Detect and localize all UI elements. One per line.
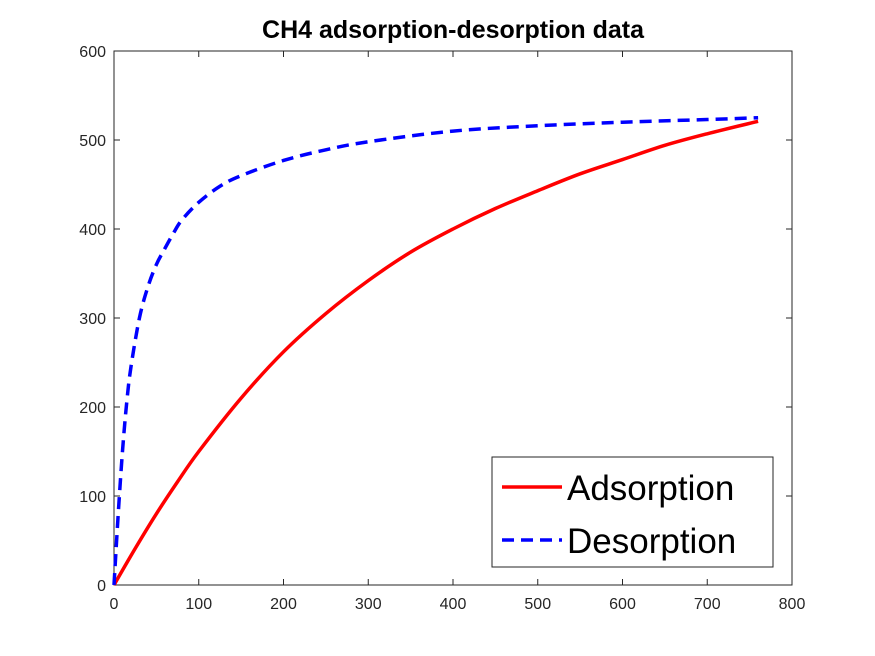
y-tick-label: 200 (79, 400, 106, 417)
series-layer (112, 116, 759, 586)
legend-label-desorption: Desorption (567, 522, 736, 561)
legend-label-adsorption: Adsorption (567, 469, 734, 508)
x-tick-label: 500 (524, 596, 551, 613)
series-line-adsorption (112, 119, 759, 586)
y-tick-label: 0 (97, 578, 106, 595)
x-tick-label: 200 (270, 596, 297, 613)
x-tick-label: 300 (355, 596, 382, 613)
x-tick-label: 800 (779, 596, 806, 613)
y-axis: 0 100 200 300 400 500 600 (79, 44, 792, 595)
y-tick-label: 100 (79, 489, 106, 506)
x-tick-label: 0 (110, 596, 119, 613)
x-tick-label: 400 (440, 596, 467, 613)
x-axis: 0 100 200 300 400 500 600 700 800 (110, 51, 806, 613)
legend-box (491, 456, 774, 568)
chart-title: CH4 adsorption-desorption data (262, 16, 645, 44)
y-tick-label: 400 (79, 222, 106, 239)
x-tick-label: 600 (609, 596, 636, 613)
x-tick-label: 700 (694, 596, 721, 613)
x-tick-label: 100 (185, 596, 212, 613)
y-tick-label: 500 (79, 133, 106, 150)
y-tick-label: 300 (79, 311, 106, 328)
legend: Adsorption Desorption (491, 456, 774, 568)
y-tick-label: 600 (79, 44, 106, 61)
